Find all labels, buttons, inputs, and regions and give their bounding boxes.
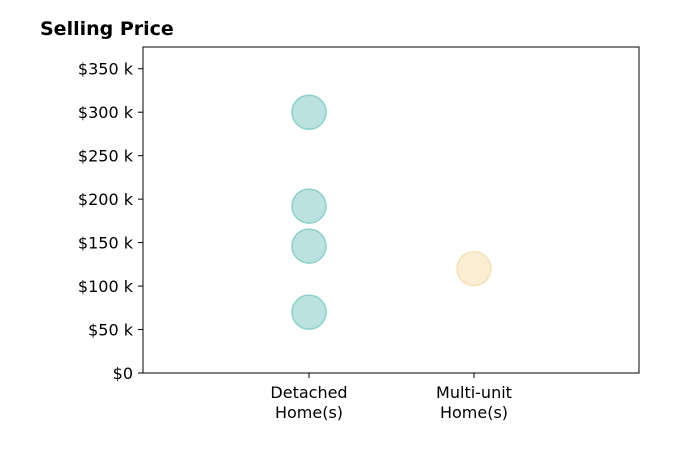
data-point [291,188,327,224]
chart-title: Selling Price [40,18,174,40]
y-tick-label: $50 k [88,321,134,340]
data-points [291,94,492,330]
y-tick-label: $150 k [78,234,134,253]
x-tick-label: Multi-unit Home(s) [436,383,512,422]
y-tick-label: $100 k [78,277,134,296]
data-point [291,94,327,130]
data-point [291,228,327,264]
y-tick-label: $300 k [78,103,134,122]
data-point [291,294,327,330]
y-axis: $0 $50 k $100 k $150 k $200 k $250 k $300 k $35… [78,60,143,383]
x-axis: Detached Home(s) Multi-unit Home(s) [270,373,512,422]
y-tick-label: $200 k [78,190,134,209]
y-tick-label: $0 [113,364,133,383]
data-point [456,250,492,287]
y-tick-label: $250 k [78,147,134,166]
y-tick-label: $350 k [78,60,134,79]
plot-frame [142,46,640,374]
x-tick-label: Detached Home(s) [270,383,347,422]
